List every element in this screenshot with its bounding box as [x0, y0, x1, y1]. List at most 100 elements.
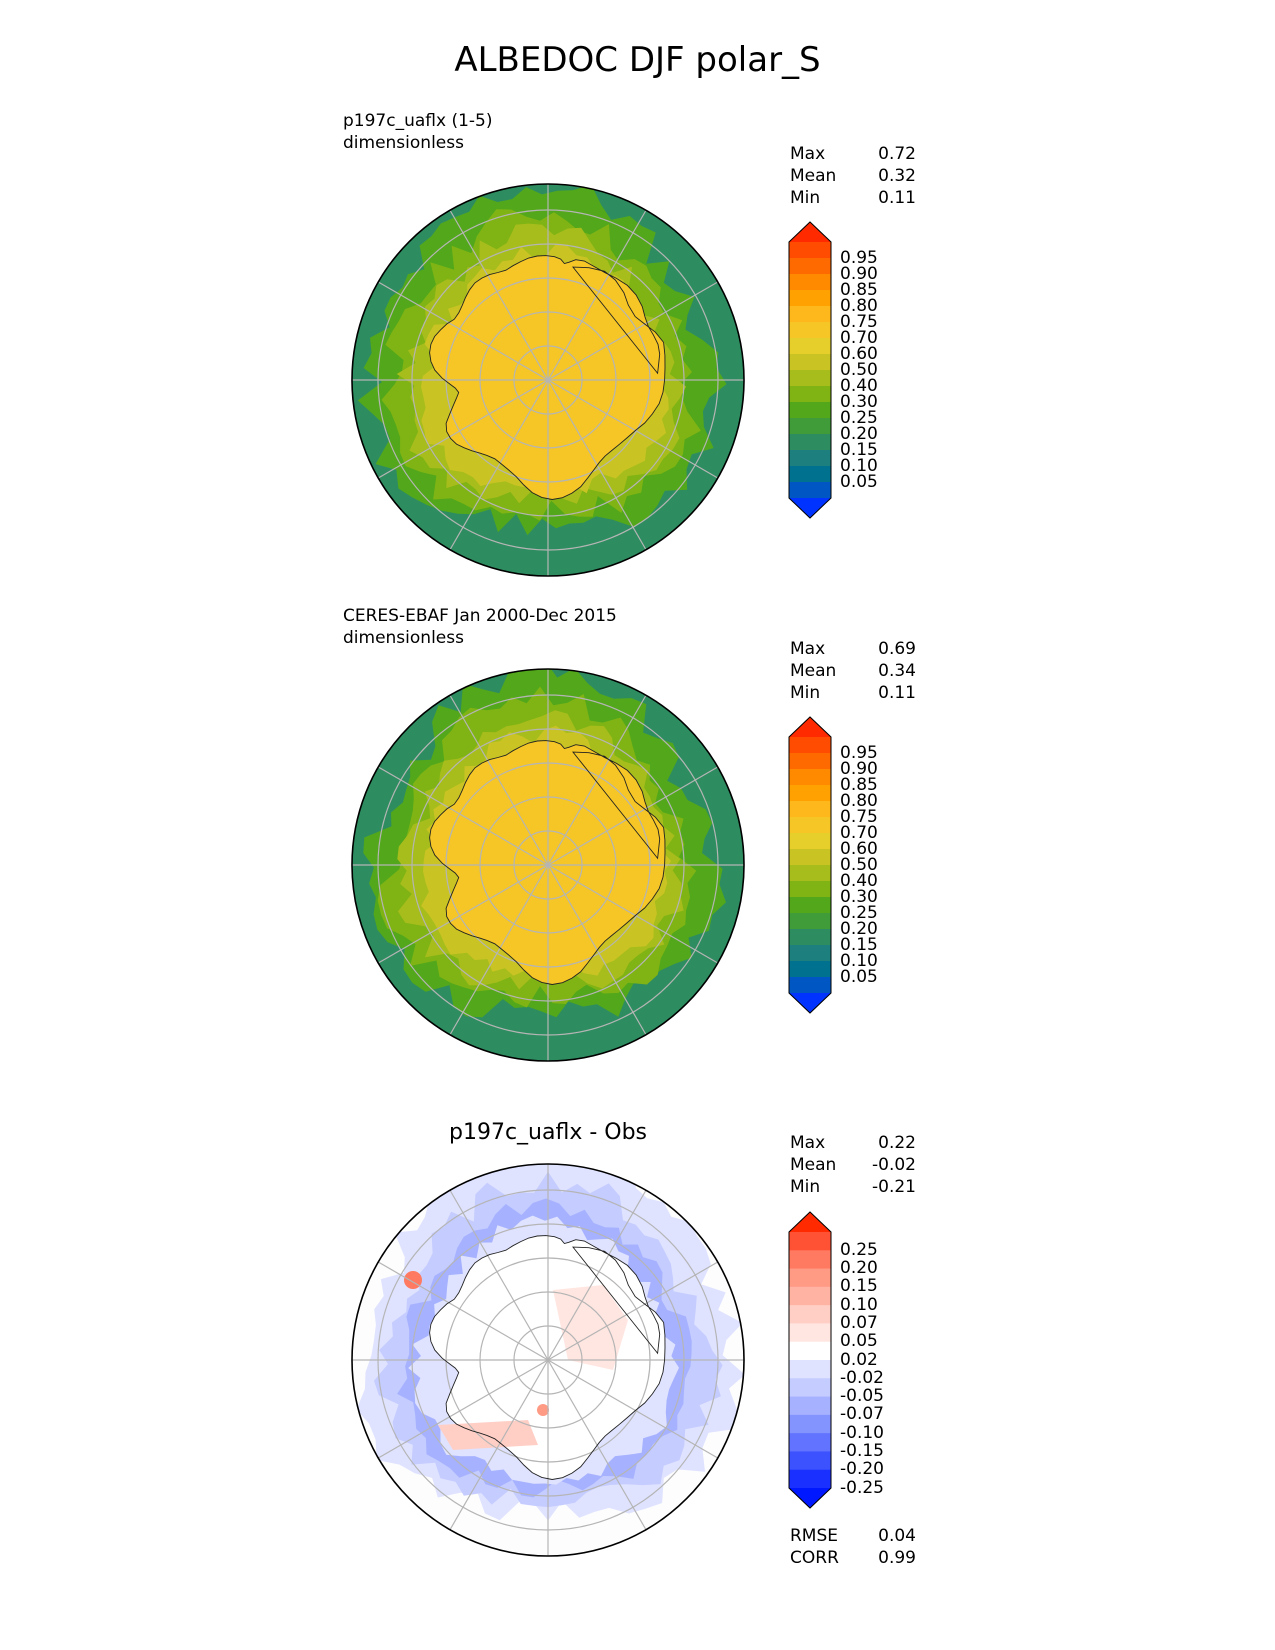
stat-label: Mean [790, 1155, 837, 1175]
colorbar-band [789, 1305, 831, 1324]
colorbar-band [789, 769, 831, 786]
colorbar-tick-label: 0.60 [840, 343, 878, 364]
stat-value: 0.69 [878, 639, 916, 659]
stats-box: Max 0.72 Mean 0.32 Min 0.11 [790, 143, 916, 209]
stats-box: Max 0.69 Mean 0.34 Min 0.11 [790, 638, 916, 704]
colorbar-band [789, 322, 831, 339]
stat-max: Max 0.22 [790, 1132, 916, 1154]
panel-units: dimensionless [343, 133, 464, 153]
colorbar-band [789, 913, 831, 930]
diff-positive-patch [438, 1420, 538, 1450]
colorbar-tick-label: -0.25 [840, 1477, 884, 1498]
colorbar-extend-bottom [789, 498, 831, 518]
stat-value: 0.22 [878, 1133, 916, 1153]
colorbar-band [789, 929, 831, 946]
stat-label: Mean [790, 166, 837, 186]
colorbar-band [789, 258, 831, 275]
diff-positive-patch [553, 1285, 628, 1370]
colorbar-tick-label: 0.30 [840, 391, 878, 412]
colorbar-tick-label: -0.20 [840, 1459, 884, 1480]
stat-value: 0.11 [878, 188, 916, 208]
colorbar-tick-label: 0.90 [840, 263, 878, 284]
stat-value: 0.72 [878, 144, 916, 164]
colorbar-band [789, 1451, 831, 1471]
colorbar-tick-label: 0.25 [840, 407, 878, 428]
colorbar-extend-top [789, 1212, 831, 1232]
colorbar-band [789, 1396, 831, 1416]
metric-label: RMSE [790, 1526, 839, 1546]
stat-mean: Mean 0.32 [790, 165, 916, 187]
colorbar-tick-label: 0.90 [840, 758, 878, 779]
stat-min: Min 0.11 [790, 682, 916, 704]
colorbar-band [789, 1360, 831, 1379]
colorbar-band [789, 1433, 831, 1452]
stat-value: -0.21 [872, 1177, 916, 1197]
colorbar-band [789, 1286, 831, 1306]
panel-units: dimensionless [343, 628, 464, 648]
colorbar-tick-label: 0.07 [840, 1312, 878, 1333]
longitude-gridline [377, 281, 719, 479]
colorbar-band [789, 737, 831, 754]
stat-value: 0.11 [878, 683, 916, 703]
diff-positive-spot [537, 1404, 549, 1416]
colorbar-band [789, 945, 831, 962]
colorbar-tick-label: 0.70 [840, 822, 878, 843]
polar-map-icon [351, 1163, 745, 1557]
colorbar-band [789, 1250, 831, 1270]
stat-mean: Mean 0.34 [790, 660, 916, 682]
stats-box: Max 0.22 Mean -0.02 Min -0.21 [790, 1132, 916, 1198]
colorbar-band [789, 354, 831, 371]
colorbar-band [789, 817, 831, 834]
panel-diff: p197c_uaflx - Obs Max 0.22 Mean -0.02 Min -… [0, 1120, 1275, 1600]
colorbar-band [789, 402, 831, 419]
colorbar-tick-label: 0.05 [840, 1331, 878, 1352]
colorbar-tick-label: 0.75 [840, 311, 878, 332]
colorbar-icon [788, 221, 832, 519]
stat-min: Min 0.11 [790, 187, 916, 209]
stat-label: Min [790, 188, 821, 208]
colorbar-extend-bottom [789, 1488, 831, 1508]
stat-label: Min [790, 1177, 821, 1197]
polar-map-icon [351, 668, 745, 1062]
colorbar-outline [788, 1211, 832, 1509]
colorbar-tick-label: 0.20 [840, 918, 878, 939]
colorbar-band [789, 881, 831, 898]
colorbar-band [789, 466, 831, 483]
colorbar-band [789, 849, 831, 866]
metric-rmse: RMSE 0.04 [790, 1525, 916, 1547]
colorbar-tick-label: 0.15 [840, 1276, 878, 1297]
colorbar-band [789, 242, 831, 259]
colorbar-band [789, 785, 831, 802]
coastline [429, 255, 666, 500]
colorbar-tick-label: 0.85 [840, 774, 878, 795]
stat-min: Min -0.21 [790, 1176, 916, 1198]
colorbar-tick-label: -0.07 [840, 1404, 884, 1425]
colorbar-band [789, 833, 831, 850]
colorbar-outline [788, 221, 832, 519]
colorbar-tick-label: 0.20 [840, 423, 878, 444]
field-layer [352, 184, 744, 576]
colorbar-tick-label: 0.10 [840, 1294, 878, 1315]
coastline [429, 740, 666, 985]
colorbar-band [789, 290, 831, 307]
panel-title: CERES-EBAF Jan 2000-Dec 2015 [343, 606, 617, 626]
colorbar-tick-label: 0.05 [840, 471, 878, 492]
colorbar-tick-label: 0.15 [840, 439, 878, 460]
colorbar-tick-label: 0.30 [840, 886, 878, 907]
metric-value: 0.99 [878, 1548, 916, 1568]
colorbar-tick-label: 0.40 [840, 870, 878, 891]
colorbar-tick-label: 0.80 [840, 295, 878, 316]
figure-title: ALBEDOC DJF polar_S [454, 40, 821, 80]
colorbar-band [789, 1414, 831, 1434]
colorbar-tick-label: 0.85 [840, 279, 878, 300]
colorbar-tick-label: 0.20 [840, 1258, 878, 1279]
stat-max: Max 0.69 [790, 638, 916, 660]
stat-mean: Mean -0.02 [790, 1154, 916, 1176]
colorbar-tick-label: 0.25 [840, 1239, 878, 1260]
colorbar-tick-label: 0.50 [840, 854, 878, 875]
stat-label: Max [790, 144, 826, 164]
colorbar-tick-label: 0.10 [840, 950, 878, 971]
colorbar-tick-label: 0.75 [840, 806, 878, 827]
colorbar-band [789, 1268, 831, 1288]
panel-title: p197c_uaflx (1-5) [343, 111, 493, 131]
